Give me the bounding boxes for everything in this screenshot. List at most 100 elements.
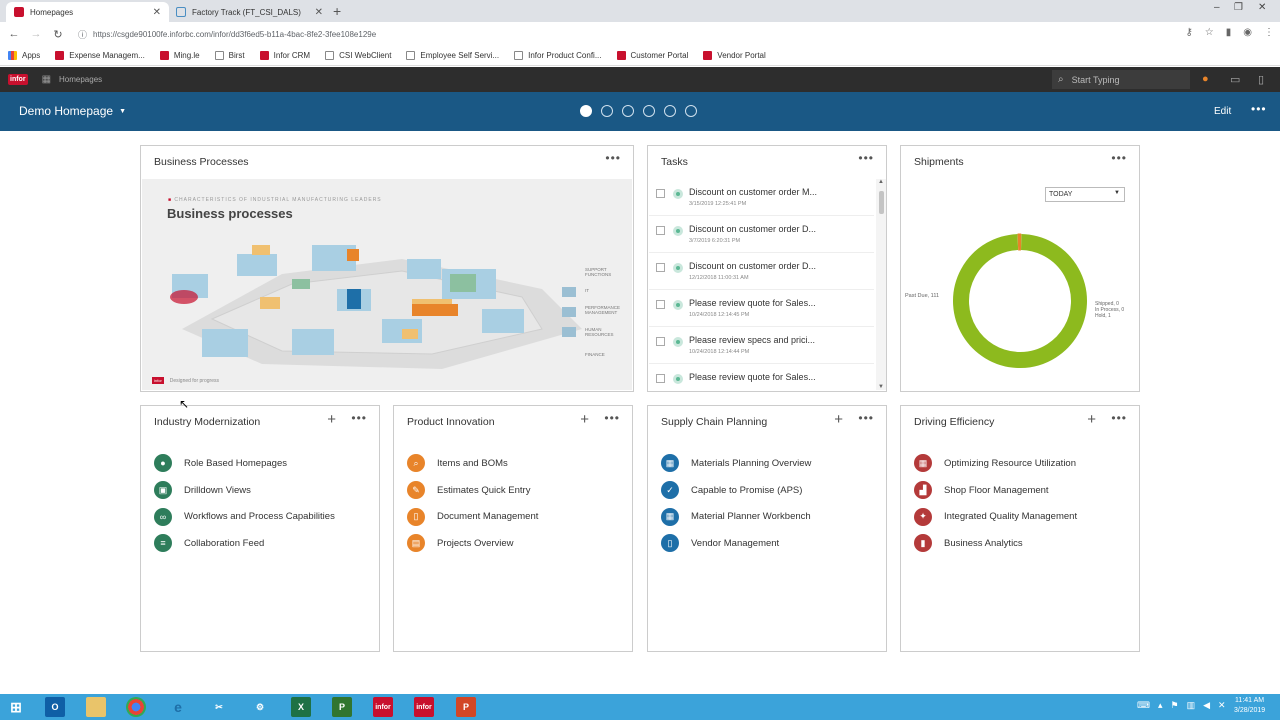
page-dot[interactable]	[643, 105, 655, 117]
link-business-analytics[interactable]: ▮ Business Analytics	[914, 530, 1077, 557]
add-icon[interactable]: +	[834, 411, 843, 428]
shipments-period-select[interactable]: TODAY ▼	[1045, 187, 1125, 202]
powerpoint-icon[interactable]: P	[456, 697, 476, 717]
more-options-icon[interactable]: •••	[604, 411, 620, 425]
header-section-label[interactable]: Homepages	[59, 75, 103, 84]
page-dot[interactable]	[622, 105, 634, 117]
task-checkbox[interactable]	[656, 300, 665, 309]
scroll-thumb[interactable]	[879, 191, 884, 214]
link-items-and-boms[interactable]: ⌕ Items and BOMs	[407, 450, 538, 477]
more-options-icon[interactable]: •••	[1251, 102, 1267, 116]
internet-explorer-icon[interactable]: e	[174, 699, 182, 715]
link-estimates-quick-entry[interactable]: ✎ Estimates Quick Entry	[407, 477, 538, 504]
url-field[interactable]: ⓘ https://csgde90100fe.inforbc.com/infor…	[78, 26, 1168, 42]
flag-icon[interactable]: ⚑	[1170, 700, 1179, 710]
edit-button[interactable]: Edit	[1214, 106, 1232, 117]
link-workflows[interactable]: ∞ Workflows and Process Capabilities	[154, 503, 335, 530]
user-icon[interactable]: ●	[1202, 73, 1209, 85]
task-item[interactable]: Please review quote for Sales...	[649, 364, 874, 390]
bookmark-star-icon[interactable]: ☆	[1204, 27, 1214, 38]
minimize-icon[interactable]: –	[1214, 2, 1220, 13]
task-item[interactable]: Discount on customer order D... 12/12/20…	[649, 253, 874, 290]
task-checkbox[interactable]	[656, 263, 665, 272]
task-checkbox[interactable]	[656, 226, 665, 235]
tab-homepages[interactable]: Homepages ✕	[6, 2, 169, 22]
outlook-icon[interactable]: O	[45, 697, 65, 717]
notification-icon[interactable]: ✕	[1218, 700, 1226, 710]
infor-app-icon[interactable]: infor	[414, 697, 434, 717]
page-dot[interactable]	[685, 105, 697, 117]
link-collaboration-feed[interactable]: ≡ Collaboration Feed	[154, 530, 335, 557]
restore-icon[interactable]: ❐	[1234, 2, 1243, 13]
link-document-management[interactable]: ▯ Document Management	[407, 503, 538, 530]
donut-slice-past-due[interactable]	[953, 234, 1087, 368]
bookmark-vendor-portal[interactable]: Vendor Portal	[703, 51, 766, 60]
bookmark-customer-portal[interactable]: Customer Portal	[616, 51, 688, 60]
task-item[interactable]: Discount on customer order M... 3/15/201…	[649, 179, 874, 216]
info-icon[interactable]: ⓘ	[78, 29, 88, 40]
link-shop-floor-management[interactable]: ▟ Shop Floor Management	[914, 477, 1077, 504]
link-material-planner-workbench[interactable]: ▦ Material Planner Workbench	[661, 503, 811, 530]
volume-icon[interactable]: ◀	[1203, 700, 1211, 710]
settings-icon[interactable]: ⚙	[255, 701, 265, 712]
close-icon[interactable]: ✕	[152, 6, 161, 18]
windows-start-icon[interactable]: ⊞	[10, 698, 22, 715]
link-projects-overview[interactable]: ▤ Projects Overview	[407, 530, 538, 557]
key-icon[interactable]: ⚷	[1185, 27, 1193, 38]
task-checkbox[interactable]	[656, 189, 665, 198]
back-icon[interactable]: ←	[8, 28, 20, 40]
page-dot[interactable]	[601, 105, 613, 117]
bookmark-panel-icon[interactable]: ▯	[1258, 74, 1265, 86]
more-options-icon[interactable]: •••	[1111, 411, 1127, 425]
task-item[interactable]: Please review specs and prici... 10/24/2…	[649, 327, 874, 364]
chevron-up-icon[interactable]: ▴	[1158, 700, 1163, 710]
chat-icon[interactable]: ▭	[1230, 74, 1241, 86]
task-item[interactable]: Please review quote for Sales... 10/24/2…	[649, 290, 874, 327]
bookmark-birst[interactable]: Birst	[214, 51, 245, 60]
link-capable-to-promise[interactable]: ✓ Capable to Promise (APS)	[661, 477, 811, 504]
window-close-icon[interactable]: ✕	[1258, 2, 1267, 13]
more-options-icon[interactable]: •••	[351, 411, 367, 425]
infor-app-icon[interactable]: infor	[373, 697, 393, 717]
menu-icon[interactable]: ⋮	[1264, 27, 1274, 38]
link-optimizing-resource-utilization[interactable]: ▦ Optimizing Resource Utilization	[914, 450, 1077, 477]
more-options-icon[interactable]: •••	[858, 411, 874, 425]
profile-icon[interactable]: ◉	[1243, 27, 1252, 38]
more-options-icon[interactable]: •••	[858, 151, 874, 165]
bookmark-expense[interactable]: Expense Managem...	[55, 51, 145, 60]
forward-icon[interactable]: →	[30, 28, 42, 40]
chrome-icon[interactable]	[126, 697, 146, 717]
network-icon[interactable]: ▥	[1186, 700, 1196, 710]
task-scrollbar[interactable]: ▲ ▼	[876, 179, 886, 390]
extension-icon[interactable]: ▮	[1225, 27, 1232, 38]
excel-icon[interactable]: X	[291, 697, 311, 717]
project-icon[interactable]: P	[332, 697, 352, 717]
link-vendor-management[interactable]: ▯ Vendor Management	[661, 530, 811, 557]
add-icon[interactable]: +	[1087, 411, 1096, 428]
business-processes-image[interactable]: ■ CHARACTERISTICS OF INDUSTRIAL MANUFACT…	[142, 179, 632, 390]
close-icon[interactable]: ✕	[314, 6, 323, 18]
link-drilldown-views[interactable]: ▣ Drilldown Views	[154, 477, 335, 504]
bookmark-apps[interactable]: Apps	[8, 51, 40, 60]
bookmark-employee-self-service[interactable]: Employee Self Servi...	[406, 51, 499, 60]
more-options-icon[interactable]: •••	[1111, 151, 1127, 165]
snipping-tool-icon[interactable]: ✂	[215, 701, 223, 712]
reload-icon[interactable]: ↻	[53, 28, 63, 41]
link-materials-planning-overview[interactable]: ▦ Materials Planning Overview	[661, 450, 811, 477]
bookmark-csi-webclient[interactable]: CSI WebClient	[325, 51, 391, 60]
search-input[interactable]: ⌕ Start Typing	[1052, 70, 1190, 89]
infor-logo[interactable]: infor	[8, 74, 28, 85]
task-item[interactable]: Discount on customer order D... 3/7/2019…	[649, 216, 874, 253]
scroll-down-icon[interactable]: ▼	[878, 384, 884, 390]
homepage-selector[interactable]: Demo Homepage ▼	[19, 104, 126, 118]
link-role-based-homepages[interactable]: ● Role Based Homepages	[154, 450, 335, 477]
task-checkbox[interactable]	[656, 337, 665, 346]
app-grid-icon[interactable]: ▦	[41, 74, 52, 85]
bookmark-product-config[interactable]: Infor Product Confi...	[514, 51, 602, 60]
bookmark-infor-crm[interactable]: Infor CRM	[259, 51, 310, 60]
file-explorer-icon[interactable]	[86, 697, 106, 717]
page-dot[interactable]	[664, 105, 676, 117]
keyboard-icon[interactable]: ⌨	[1137, 700, 1150, 710]
add-icon[interactable]: +	[580, 411, 589, 428]
taskbar-clock[interactable]: 11:41 AM 3/28/2019	[1234, 696, 1265, 716]
